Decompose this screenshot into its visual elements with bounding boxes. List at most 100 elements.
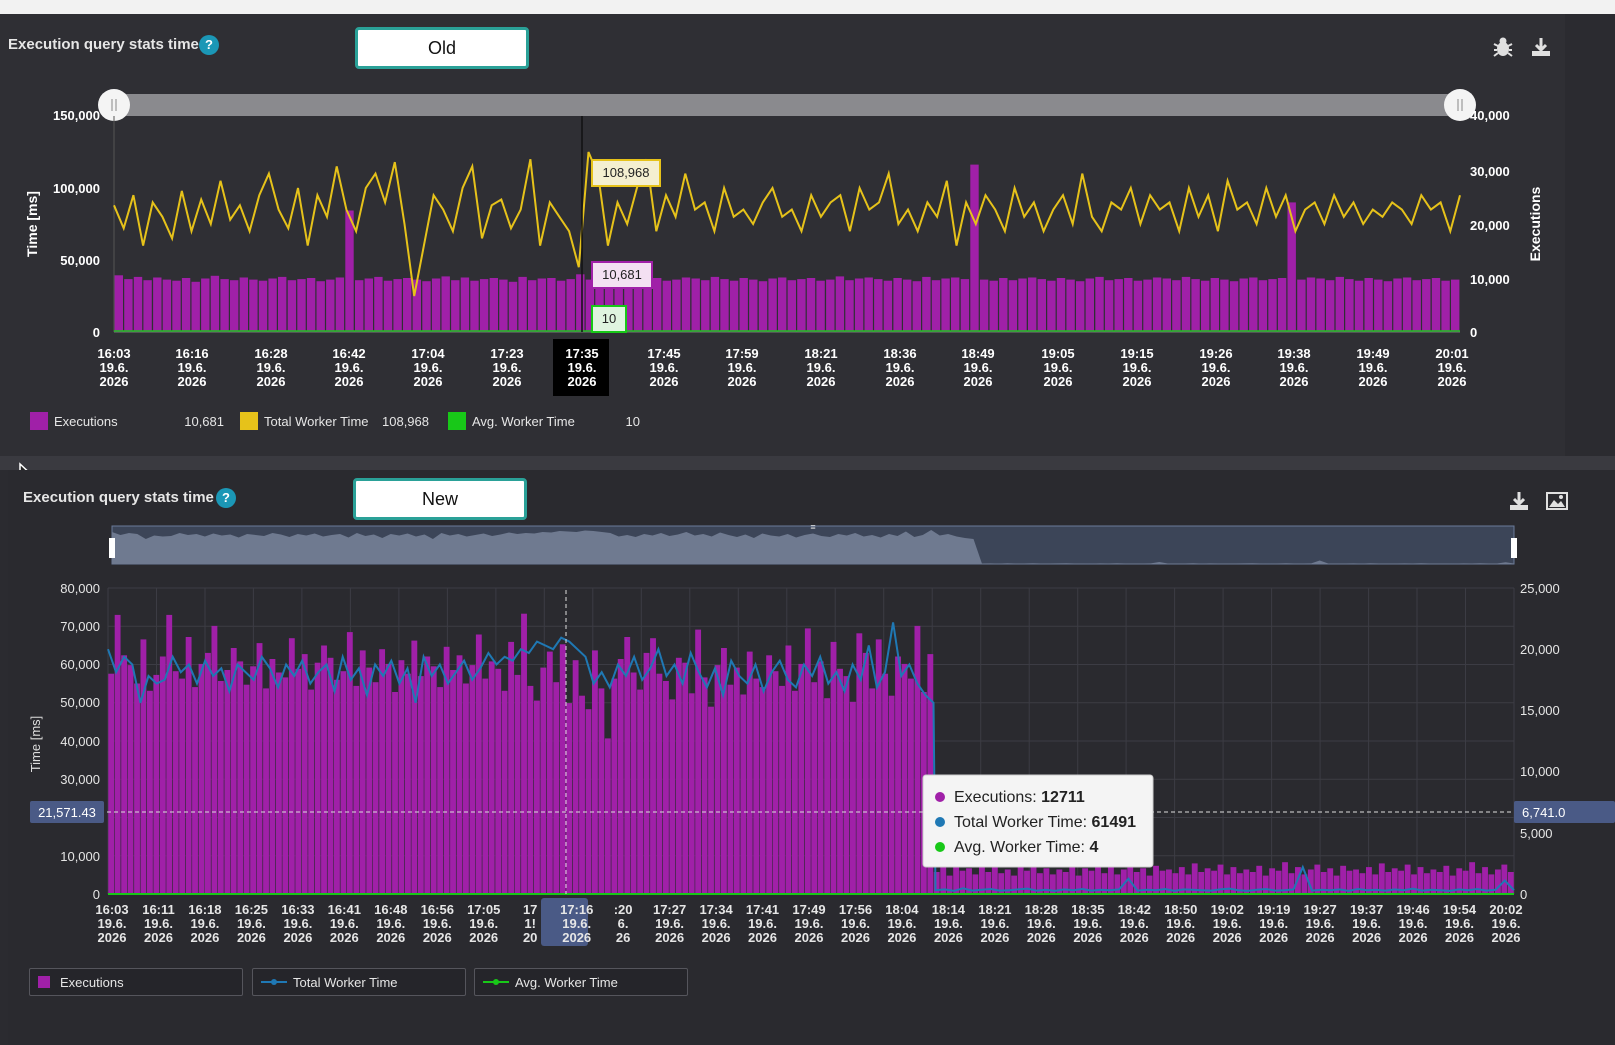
bug-icon[interactable]	[1492, 36, 1514, 64]
old-executions-bar	[297, 279, 306, 332]
new-legend-total-worker-time[interactable]: Total Worker Time	[252, 968, 466, 996]
new-executions-bar	[185, 637, 192, 894]
old-executions-bar	[672, 279, 681, 332]
new-executions-bar	[1462, 870, 1469, 894]
new-executions-bar	[1372, 874, 1379, 894]
new-executions-bar	[1501, 864, 1508, 894]
new-executions-bar	[798, 663, 805, 894]
old-executions-bar	[806, 278, 816, 332]
x-tick-year: 2026	[423, 930, 452, 945]
old-executions-bar	[893, 278, 902, 332]
old-executions-bar	[1095, 276, 1104, 332]
new-executions-bar	[1237, 873, 1243, 894]
old-navigator-right-handle[interactable]	[1444, 89, 1476, 121]
x-tick-time: :20	[614, 902, 633, 917]
image-icon[interactable]	[1546, 490, 1568, 518]
old-executions-bar	[1297, 279, 1306, 332]
old-legend-total-worker-time[interactable]: Total Worker Time 108,968	[240, 412, 438, 430]
old-executions-bar	[489, 278, 498, 332]
new-executions-bar	[237, 661, 244, 894]
new-executions-bar	[224, 670, 231, 894]
new-datazoom-right-handle[interactable]	[1511, 538, 1517, 558]
old-help-icon[interactable]: ?	[199, 35, 219, 55]
new-executions-bar	[882, 673, 889, 894]
new-executions-bar	[1017, 867, 1024, 894]
new-datazoom-left-handle[interactable]	[109, 538, 115, 558]
old-executions-bar	[835, 276, 845, 332]
old-executions-bar	[1181, 276, 1191, 332]
new-executions-bar	[901, 663, 908, 894]
old-legend-executions[interactable]: Executions 10,681	[30, 412, 224, 430]
old-legend-avg-worker-time[interactable]: Avg. Worker Time 10	[448, 412, 640, 430]
new-executions-bar	[540, 667, 547, 894]
x-tick-year: 2026	[98, 930, 127, 945]
old-navigator-bar[interactable]	[114, 94, 1460, 116]
x-tick-date: 19.6.	[376, 916, 405, 931]
x-tick-year: 2026	[1166, 930, 1195, 945]
x-tick-year: 2026	[237, 930, 266, 945]
x-tick-year: 2026	[1280, 374, 1309, 389]
old-executions-bar	[1037, 279, 1046, 332]
new-executions-bar	[1366, 867, 1372, 894]
x-tick-date: 19.6.	[807, 360, 836, 375]
x-tick-year: 2026	[1213, 930, 1242, 945]
old-y-right-tick: 30,000	[1470, 164, 1510, 179]
old-y-left-label: Time [ms]	[24, 191, 40, 257]
old-tooltip-executions-text: 10,681	[602, 267, 642, 282]
x-tick-time: 17:16	[560, 902, 593, 917]
x-tick-time: 17:49	[792, 902, 825, 917]
new-help-icon[interactable]: ?	[216, 488, 236, 508]
new-chart-panel: Execution query stats time ? New ≡ 80,00…	[8, 470, 1615, 1045]
old-executions-bar	[979, 279, 989, 332]
new-executions-bar	[1288, 873, 1295, 894]
new-executions-bar	[1353, 869, 1359, 894]
new-executions-bar	[1088, 870, 1095, 894]
new-legend-executions[interactable]: Executions	[29, 968, 243, 996]
x-tick-year: 2026	[335, 374, 364, 389]
new-y-right-tick: 25,000	[1520, 581, 1560, 596]
new-y-right-tick: 15,000	[1520, 703, 1560, 718]
new-executions-bar	[1191, 863, 1198, 894]
new-executions-bar	[656, 673, 663, 894]
new-executions-bar	[1075, 875, 1082, 894]
old-active-xlabel-bg	[553, 339, 609, 396]
new-datazoom-preview	[112, 530, 1514, 564]
total-worker-time-swatch	[261, 979, 287, 985]
new-executions-bar	[159, 656, 166, 894]
x-tick-time: 19:38	[1277, 346, 1310, 361]
executions-swatch	[30, 412, 48, 430]
old-executions-bar	[383, 280, 393, 332]
new-executions-bar	[604, 738, 611, 894]
x-tick-year: 2026	[100, 374, 129, 389]
new-executions-bar	[701, 677, 708, 894]
download-icon[interactable]	[1530, 36, 1552, 64]
old-executions-bar	[335, 277, 345, 332]
x-tick-year: 2026	[1259, 930, 1288, 945]
x-tick-date: 19.6.	[1445, 916, 1474, 931]
old-executions-bar	[1374, 279, 1383, 332]
datazoom-grip-icon[interactable]: ≡	[810, 522, 815, 532]
new-executions-bar	[553, 682, 560, 894]
x-tick-date: 19.6.	[100, 360, 129, 375]
total-worker-time-swatch	[240, 412, 258, 430]
old-tooltip-avg	[591, 305, 627, 333]
download-icon[interactable]	[1508, 490, 1530, 518]
new-executions-bar	[1217, 864, 1224, 894]
new-legend-avg-worker-time[interactable]: Avg. Worker Time	[474, 968, 688, 996]
new-y-right-tick: 5,000	[1520, 826, 1553, 841]
tooltip-row: Executions: 12711	[954, 789, 1085, 806]
x-tick-year: 2026	[493, 374, 522, 389]
old-navigator-left-handle[interactable]	[98, 89, 130, 121]
new-executions-bar	[759, 687, 766, 894]
new-executions-bar	[579, 695, 585, 894]
old-executions-bar	[1018, 278, 1027, 332]
new-executions-bar	[353, 685, 360, 894]
new-executions-bar	[1004, 869, 1011, 894]
